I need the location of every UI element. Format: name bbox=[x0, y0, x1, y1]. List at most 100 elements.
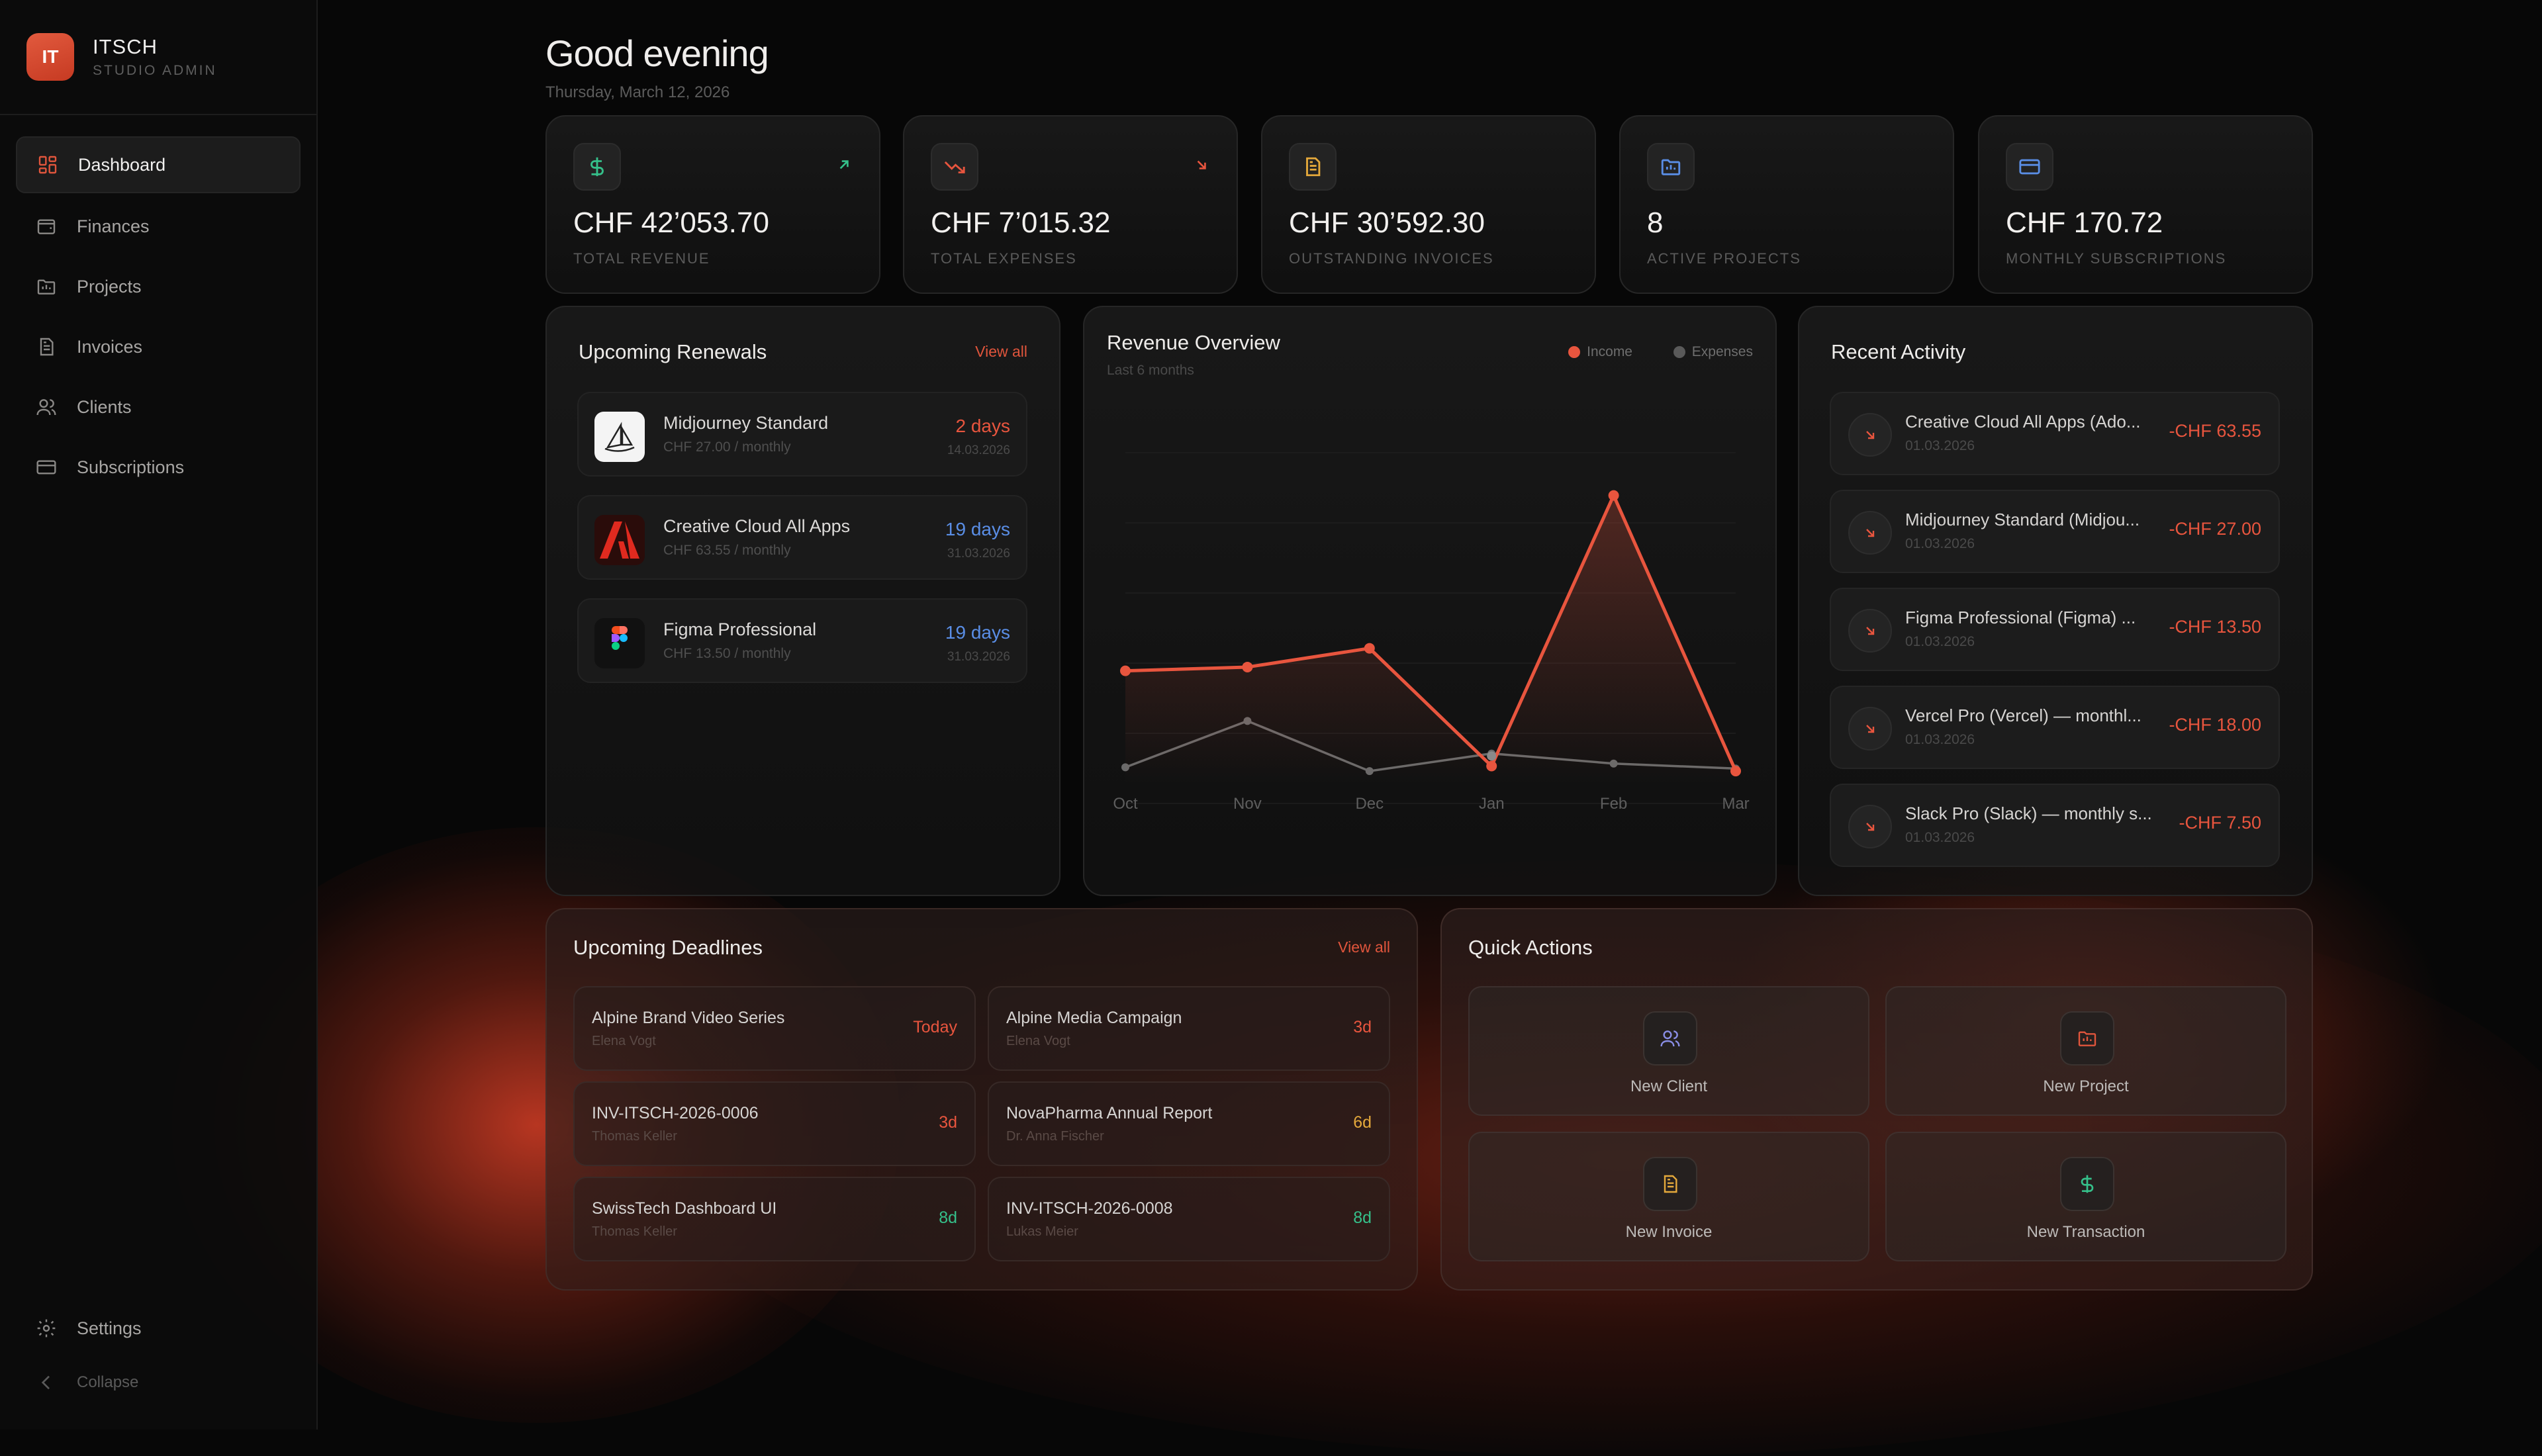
x-tick-label: Dec bbox=[1355, 795, 1384, 813]
stat-card-monthly-subscriptions[interactable]: CHF 170.72 MONTHLY SUBSCRIPTIONS bbox=[1978, 115, 2313, 294]
stat-label: ACTIVE PROJECTS bbox=[1647, 250, 1801, 267]
settings-button[interactable]: Settings bbox=[16, 1301, 301, 1355]
x-tick-label: Oct bbox=[1113, 795, 1138, 813]
deadline-item[interactable]: Alpine Brand Video Series Elena Vogt Tod… bbox=[573, 986, 976, 1071]
deadline-item[interactable]: SwissTech Dashboard UI Thomas Keller 8d bbox=[573, 1177, 976, 1261]
renewals-view-all-link[interactable]: View all bbox=[975, 343, 1027, 360]
renewal-days: 19 days bbox=[945, 622, 1010, 643]
renewal-days: 2 days bbox=[955, 416, 1011, 436]
renewal-date: 31.03.2026 bbox=[947, 650, 1010, 664]
deadline-person: Thomas Keller bbox=[592, 1129, 677, 1144]
page-title: Good evening bbox=[545, 32, 769, 74]
upcoming-deadlines-card: Upcoming Deadlines View all Alpine Brand… bbox=[545, 908, 1418, 1291]
arrow-down-right-icon bbox=[1848, 511, 1892, 555]
brand-subtitle: STUDIO ADMIN bbox=[93, 63, 217, 78]
activity-item[interactable]: Vercel Pro (Vercel) — monthl... 01.03.20… bbox=[1830, 686, 2280, 769]
income-area bbox=[1125, 495, 1736, 784]
document-icon bbox=[1643, 1157, 1697, 1211]
sidebar-item-label: Subscriptions bbox=[77, 457, 185, 477]
activity-name: Creative Cloud All Apps (Ado... bbox=[1905, 412, 2141, 432]
stat-card-outstanding-invoices[interactable]: CHF 30’592.30 OUTSTANDING INVOICES bbox=[1261, 115, 1596, 294]
sidebar-item-finances[interactable]: Finances bbox=[16, 199, 301, 253]
activity-item[interactable]: Figma Professional (Figma) ... 01.03.202… bbox=[1830, 588, 2280, 671]
brand: IT ITSCH STUDIO ADMIN bbox=[0, 0, 316, 115]
stat-card-total-expenses[interactable]: CHF 7’015.32 TOTAL EXPENSES bbox=[903, 115, 1238, 294]
deadline-name: INV-ITSCH-2026-0006 bbox=[592, 1104, 759, 1122]
collapse-label: Collapse bbox=[77, 1373, 139, 1391]
activity-date: 01.03.2026 bbox=[1905, 438, 1975, 453]
renewal-price: CHF 27.00 / monthly bbox=[663, 439, 791, 455]
activity-date: 01.03.2026 bbox=[1905, 536, 1975, 551]
arrow-down-right-icon bbox=[1848, 609, 1892, 653]
legend-dot bbox=[1673, 346, 1685, 358]
stat-card-total-revenue[interactable]: CHF 42’053.70 TOTAL REVENUE bbox=[545, 115, 880, 294]
new-invoice-button[interactable]: New Invoice bbox=[1468, 1132, 1869, 1261]
credit-card-icon bbox=[2006, 143, 2053, 191]
revenue-chart[interactable]: Oct Nov Dec Jan Feb Mar bbox=[1084, 307, 1778, 897]
sidebar-item-subscriptions[interactable]: Subscriptions bbox=[16, 440, 301, 494]
activity-name: Midjourney Standard (Midjou... bbox=[1905, 510, 2140, 529]
renewal-name: Midjourney Standard bbox=[663, 413, 829, 433]
deadline-due: 3d bbox=[939, 1113, 957, 1132]
renewal-item[interactable]: Figma Professional CHF 13.50 / monthly 1… bbox=[577, 598, 1027, 683]
brand-logo[interactable]: IT bbox=[26, 33, 74, 81]
grid-icon bbox=[36, 153, 60, 177]
sidebar-item-invoices[interactable]: Invoices bbox=[16, 320, 301, 374]
renewal-date: 31.03.2026 bbox=[947, 547, 1010, 561]
sidebar-item-projects[interactable]: Projects bbox=[16, 259, 301, 314]
activity-item[interactable]: Slack Pro (Slack) — monthly s... 01.03.2… bbox=[1830, 784, 2280, 867]
upcoming-renewals-card: Upcoming Renewals View all Midjourney St… bbox=[545, 306, 1060, 896]
activity-item[interactable]: Creative Cloud All Apps (Ado... 01.03.20… bbox=[1830, 392, 2280, 475]
income-point bbox=[1364, 643, 1375, 654]
folder-icon bbox=[2060, 1011, 2114, 1066]
sidebar: IT ITSCH STUDIO ADMIN Dashboard Finances… bbox=[0, 0, 318, 1430]
activity-date: 01.03.2026 bbox=[1905, 732, 1975, 747]
sidebar-item-label: Invoices bbox=[77, 336, 143, 357]
deadline-person: Elena Vogt bbox=[592, 1034, 656, 1048]
activity-amount: -CHF 18.00 bbox=[2169, 715, 2261, 735]
activity-item[interactable]: Midjourney Standard (Midjou... 01.03.202… bbox=[1830, 490, 2280, 573]
chart-subtitle: Last 6 months bbox=[1107, 363, 1194, 378]
activity-name: Figma Professional (Figma) ... bbox=[1905, 608, 2136, 627]
stat-label: OUTSTANDING INVOICES bbox=[1289, 250, 1494, 267]
stat-card-active-projects[interactable]: 8 ACTIVE PROJECTS bbox=[1619, 115, 1954, 294]
renewal-name: Creative Cloud All Apps bbox=[663, 516, 851, 536]
document-icon bbox=[34, 335, 58, 359]
stat-value: CHF 7’015.32 bbox=[931, 206, 1111, 239]
deadline-due: 3d bbox=[1353, 1018, 1372, 1036]
income-point bbox=[1486, 760, 1497, 772]
deadline-item[interactable]: Alpine Media Campaign Elena Vogt 3d bbox=[988, 986, 1390, 1071]
quick-actions-card: Quick Actions New Client New Project New… bbox=[1440, 908, 2313, 1291]
settings-label: Settings bbox=[77, 1318, 142, 1338]
gear-icon bbox=[34, 1316, 58, 1340]
adobe-icon bbox=[594, 515, 645, 565]
stat-value: CHF 42’053.70 bbox=[573, 206, 769, 239]
new-transaction-button[interactable]: New Transaction bbox=[1885, 1132, 2286, 1261]
activity-amount: -CHF 13.50 bbox=[2169, 617, 2261, 637]
new-project-button[interactable]: New Project bbox=[1885, 986, 2286, 1116]
deadline-due: 6d bbox=[1353, 1113, 1372, 1132]
income-point bbox=[1608, 490, 1619, 501]
sidebar-nav: Dashboard Finances Projects Invoices Cli… bbox=[0, 115, 316, 494]
deadlines-view-all-link[interactable]: View all bbox=[1338, 938, 1390, 956]
collapse-button[interactable]: Collapse bbox=[16, 1355, 301, 1410]
card-title: Upcoming Renewals bbox=[579, 340, 767, 363]
card-title: Recent Activity bbox=[1831, 340, 1966, 363]
arrow-down-right-icon bbox=[1848, 707, 1892, 751]
activity-date: 01.03.2026 bbox=[1905, 634, 1975, 649]
activity-amount: -CHF 7.50 bbox=[2179, 813, 2261, 833]
quick-action-label: New Project bbox=[2043, 1077, 2129, 1095]
sidebar-item-label: Clients bbox=[77, 396, 132, 417]
deadline-item[interactable]: INV-ITSCH-2026-0006 Thomas Keller 3d bbox=[573, 1081, 976, 1166]
renewal-item[interactable]: Midjourney Standard CHF 27.00 / monthly … bbox=[577, 392, 1027, 477]
deadline-due: Today bbox=[913, 1018, 957, 1036]
new-client-button[interactable]: New Client bbox=[1468, 986, 1869, 1116]
current-date: Thursday, March 12, 2026 bbox=[545, 83, 730, 101]
renewal-date: 14.03.2026 bbox=[947, 443, 1010, 457]
deadline-item[interactable]: INV-ITSCH-2026-0008 Lukas Meier 8d bbox=[988, 1177, 1390, 1261]
sidebar-item-dashboard[interactable]: Dashboard bbox=[16, 136, 301, 193]
sidebar-item-clients[interactable]: Clients bbox=[16, 380, 301, 434]
renewal-item[interactable]: Creative Cloud All Apps CHF 63.55 / mont… bbox=[577, 495, 1027, 580]
deadline-item[interactable]: NovaPharma Annual Report Dr. Anna Fische… bbox=[988, 1081, 1390, 1166]
folder-icon bbox=[34, 275, 58, 298]
